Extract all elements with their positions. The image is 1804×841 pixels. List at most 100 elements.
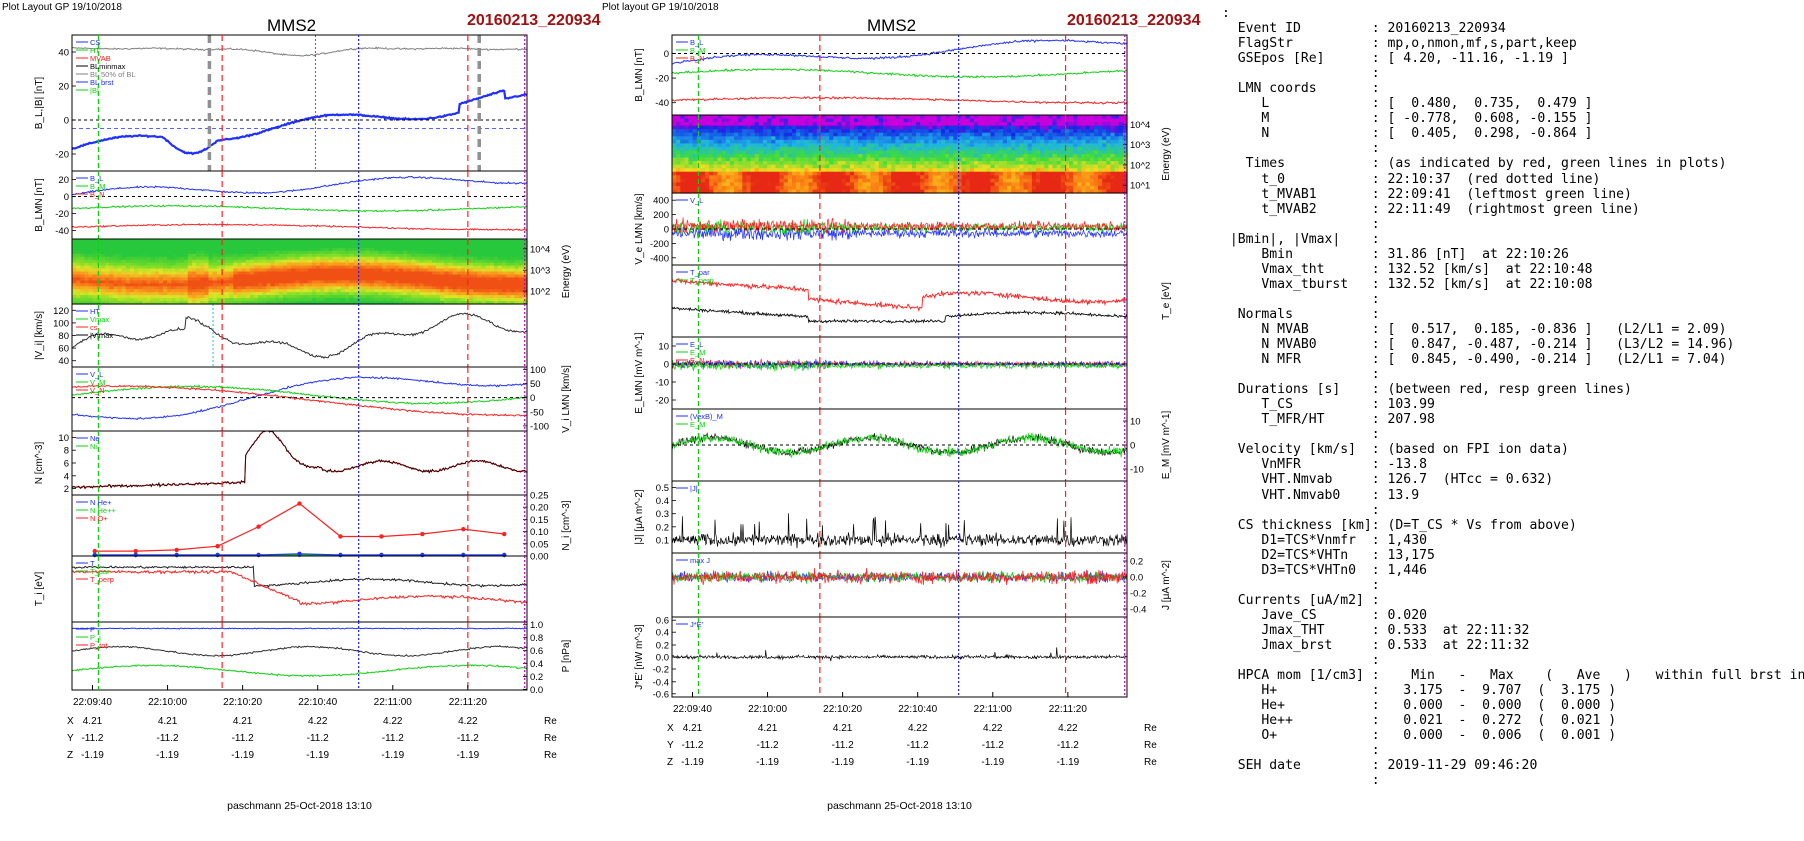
spectrogram-cell [154, 286, 160, 290]
spectrogram-cell [854, 185, 859, 190]
spectrogram-cell [220, 256, 226, 261]
spectrogram-cell [456, 277, 462, 281]
spectrogram-cell [1011, 150, 1016, 155]
spectrogram-cell [833, 175, 838, 180]
panel-frame [71, 621, 528, 691]
spectrogram-cell [460, 250, 466, 255]
spectrogram-cell [357, 244, 363, 249]
spectrogram-cell [1027, 118, 1033, 123]
spectrogram-cell [208, 274, 214, 279]
spectrogram-cell [792, 136, 797, 141]
spectrogram-cell [192, 244, 197, 249]
spectrogram-cell [1081, 122, 1087, 127]
spectrogram-cell [742, 146, 747, 151]
spectrogram-cell [163, 259, 168, 264]
spectrogram-cell [1089, 115, 1095, 120]
spectrogram-cell [965, 161, 971, 166]
spectrogram-cell [920, 132, 925, 137]
spectrogram-cell [514, 250, 520, 255]
spectrogram-cell [473, 280, 478, 284]
spectrogram-cell [307, 283, 313, 287]
spectrogram-cell [1077, 125, 1083, 130]
spectrogram-cell [506, 256, 511, 261]
ephemeris-value: -1.19 [306, 750, 329, 761]
spectrogram-cell [1073, 122, 1078, 127]
spectrogram-cell [928, 171, 934, 176]
spectrogram-cell [386, 250, 392, 255]
spectrogram-cell [837, 168, 843, 173]
spectrogram-cell [1036, 125, 1041, 130]
spectrogram-cell [134, 268, 139, 273]
spectrogram-cell [1040, 150, 1045, 155]
spectrogram-cell [374, 298, 379, 302]
spectrogram-cell [183, 292, 189, 296]
spectrogram-cell [725, 118, 731, 123]
spectrogram-cell [1036, 185, 1041, 190]
spectrogram-cell [220, 268, 226, 273]
spectrogram-cell [1052, 178, 1058, 183]
spectrogram-cell [854, 129, 859, 134]
spectrogram-cell [899, 171, 905, 176]
spectrogram-cell [105, 256, 110, 261]
spectrogram-cell [1011, 157, 1016, 162]
spectrogram-cell [721, 115, 727, 120]
spectrogram-cell [278, 262, 284, 267]
spectrogram-cell [411, 244, 416, 249]
spectrogram-cell [431, 274, 437, 279]
spectrogram-cell [849, 132, 855, 137]
spectrogram-cell [109, 242, 114, 246]
spectrogram-cell [142, 292, 147, 296]
spectrogram-cell [1007, 115, 1012, 120]
spectrogram-cell [899, 115, 905, 120]
spectrogram-cell [787, 185, 793, 190]
spectrogram-cell [758, 161, 764, 166]
spectrogram-cell [146, 250, 152, 255]
spectrogram-cell [705, 178, 710, 183]
spectrogram-cell [717, 182, 723, 187]
spectrogram-cell [725, 132, 731, 137]
spectrogram-cell [961, 157, 967, 162]
spectrogram-cell [754, 171, 760, 176]
spectrogram-cell [498, 247, 503, 252]
spectrogram-cell [320, 265, 325, 270]
spectrogram-cell [357, 259, 363, 264]
spectrogram-cell [146, 301, 152, 305]
spectrogram-cell [382, 268, 387, 273]
spectrogram-cell [911, 168, 917, 173]
bl-component-line [671, 38, 1128, 65]
spectrogram-cell [701, 118, 706, 123]
spectrogram-cell [924, 136, 929, 141]
spectrogram-cell [754, 168, 760, 173]
spectrogram-cell [415, 286, 420, 290]
spectrogram-cell [986, 150, 992, 155]
spectrogram-cell [332, 265, 338, 270]
spectrogram-cell [307, 289, 313, 293]
spectrogram-cell [295, 280, 301, 284]
y-tick-label: 10^2 [530, 287, 550, 298]
spectrogram-cell [758, 185, 764, 190]
spectrogram-cell [311, 271, 317, 276]
spectrogram-cell [961, 125, 967, 130]
spectrogram-cell [291, 262, 296, 267]
spectrogram-cell [1044, 189, 1049, 194]
y-tick-label: 0 [64, 116, 69, 127]
y-tick-label: 0.25 [530, 491, 549, 502]
spectrogram-cell [378, 301, 383, 305]
spectrogram-cell [961, 189, 967, 194]
spectrogram-cell [1073, 161, 1078, 166]
spectrogram-cell [117, 259, 123, 264]
spectrogram-cell [680, 178, 685, 183]
spectrogram-cell [1036, 189, 1041, 194]
spectrogram-cell [514, 271, 520, 276]
spectrogram-cell [146, 247, 152, 252]
spectrogram-cell [990, 132, 996, 137]
spectrogram-cell [237, 239, 243, 243]
spectrogram-cell [949, 150, 954, 155]
spectrogram-cell [1036, 171, 1041, 176]
spectrogram-cell [833, 118, 838, 123]
spectrogram-cell [125, 247, 131, 252]
spectrogram-cell [940, 189, 946, 194]
spectrogram-cell [419, 292, 425, 296]
spectrogram-cell [311, 247, 317, 252]
spectrogram-cell [208, 277, 214, 281]
